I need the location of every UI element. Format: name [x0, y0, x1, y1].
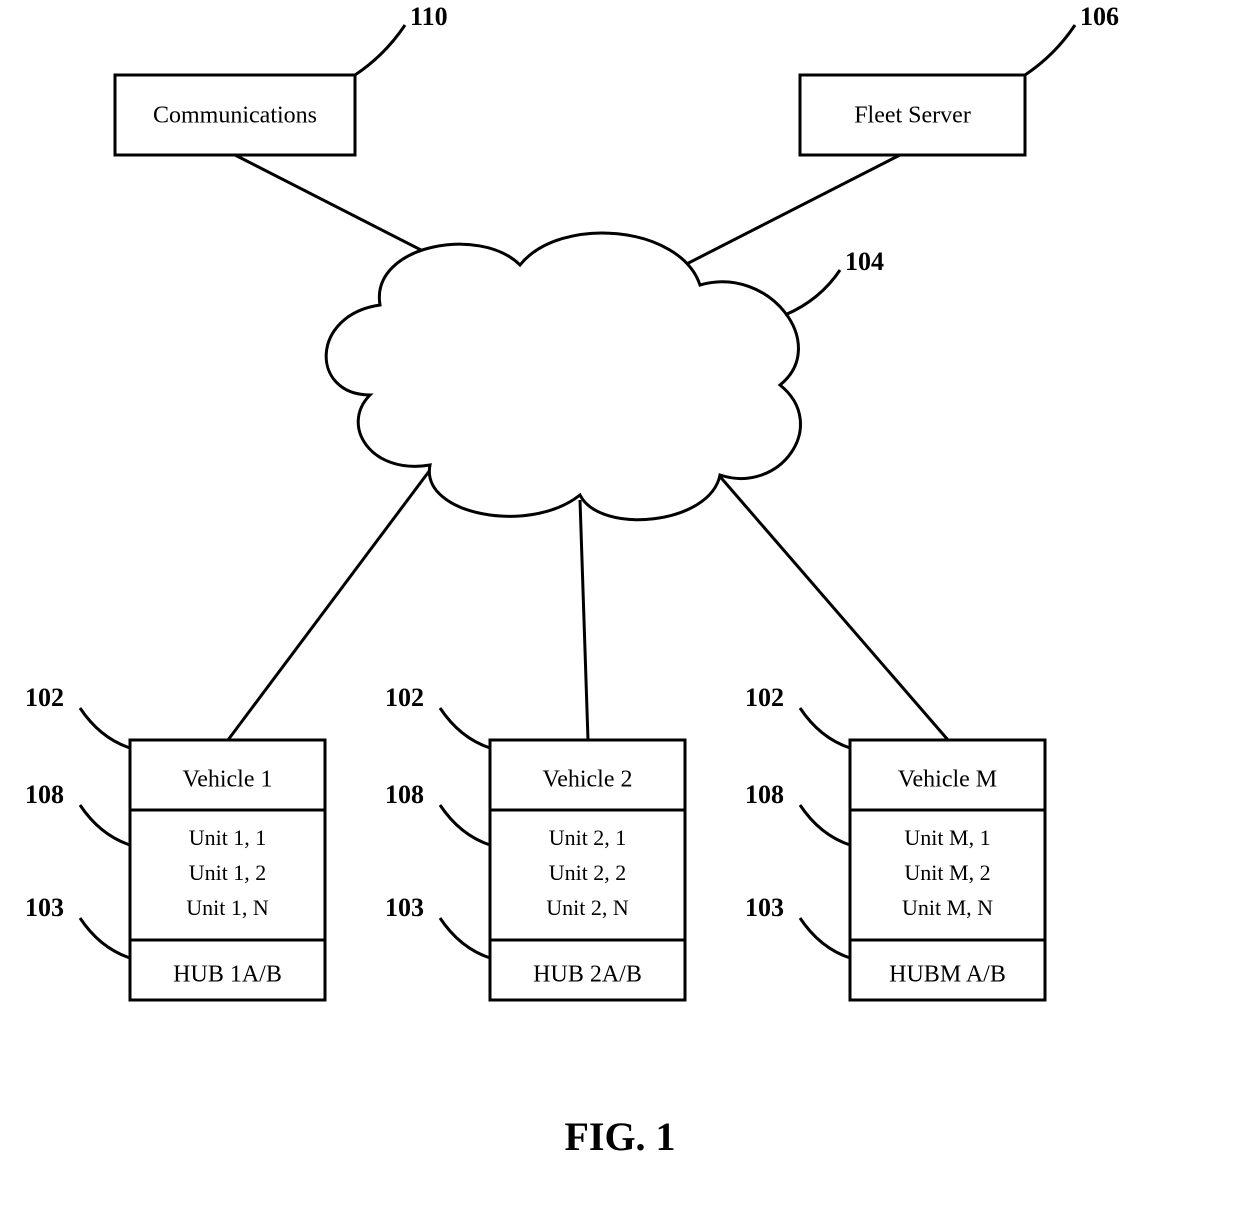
unit-label: Unit 2, N [546, 895, 629, 920]
vehicle-units-ref: 108 [745, 780, 784, 809]
unit-label: Unit 1, 1 [189, 825, 267, 850]
fleet_server-label: Fleet Server [854, 103, 971, 129]
vehicle-units-ref: 108 [25, 780, 64, 809]
vehicle-title: Vehicle M [898, 767, 997, 793]
vehicle-hub-ref: 103 [745, 893, 784, 922]
communications-label: Communications [153, 103, 317, 129]
unit-label: Unit 1, 2 [189, 860, 267, 885]
system-diagram: Communications 110 Fleet Server 106 104 Vehic… [0, 0, 1240, 1224]
figure-caption: FIG. 1 [564, 1114, 675, 1159]
unit-label: Unit M, 2 [904, 860, 990, 885]
unit-label: Unit 2, 2 [549, 860, 627, 885]
hub-label: HUB 1A/B [173, 962, 282, 988]
vehicle-hub-ref: 103 [25, 893, 64, 922]
hub-label: HUB 2A/B [533, 962, 642, 988]
vehicle-title: Vehicle 1 [183, 767, 273, 793]
vehicle-title-ref: 102 [25, 683, 64, 712]
unit-label: Unit M, 1 [904, 825, 990, 850]
communications-ref-label: 110 [410, 2, 448, 31]
unit-label: Unit 2, 1 [549, 825, 627, 850]
vehicle-units-ref: 108 [385, 780, 424, 809]
vehicle-title-ref: 102 [385, 683, 424, 712]
unit-label: Unit M, N [902, 895, 993, 920]
hub-label: HUBM A/B [889, 962, 1006, 988]
cloud-ref-label: 104 [845, 247, 884, 276]
vehicle-title: Vehicle 2 [543, 767, 633, 793]
vehicle-title-ref: 102 [745, 683, 784, 712]
unit-label: Unit 1, N [186, 895, 269, 920]
vehicle-hub-ref: 103 [385, 893, 424, 922]
fleet_server-ref-label: 106 [1080, 2, 1119, 31]
